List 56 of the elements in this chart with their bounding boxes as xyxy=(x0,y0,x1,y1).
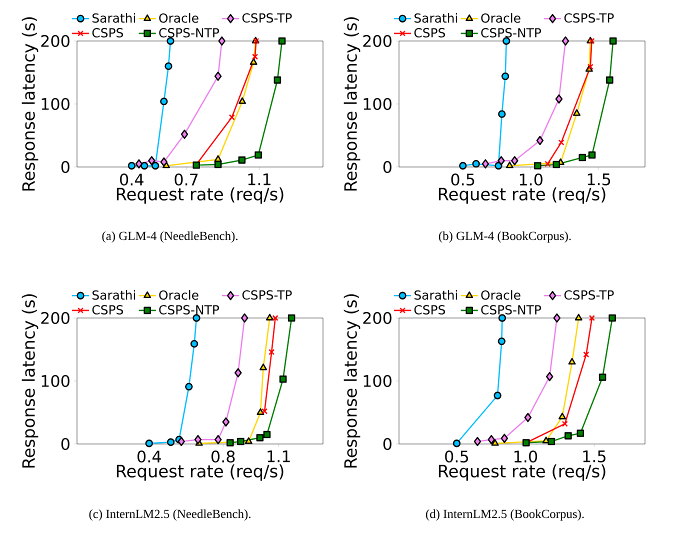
x-tick-label: 0.5 xyxy=(451,174,474,186)
x-tick-label: 0.4 xyxy=(138,450,161,463)
y-tick-label: 0 xyxy=(383,160,392,174)
x-tick-label: 1.0 xyxy=(520,174,542,186)
x-tick-label: 0.5 xyxy=(445,450,468,463)
y-axis-title: Response latency (s) xyxy=(344,17,360,191)
legend-label: Oracle xyxy=(481,290,520,300)
legend-label: CSPS-NTP xyxy=(159,305,219,314)
y-tick-label: 0 xyxy=(61,160,70,174)
y-axis-title: Response latency (s) xyxy=(22,294,38,468)
legend-label: Oracle xyxy=(159,290,198,300)
x-tick-label: 0.4 xyxy=(120,174,144,186)
legend-label: Sarathi xyxy=(92,13,136,23)
y-tick-label: 100 xyxy=(42,98,70,110)
legend-label: CSPS xyxy=(414,305,445,314)
x-tick-label: 1.5 xyxy=(583,450,606,462)
y-tick-label: 200 xyxy=(41,312,70,324)
legend-label: CSPS-TP xyxy=(564,290,614,300)
y-tick-label: 0 xyxy=(61,438,70,450)
legend-label: CSPS-NTP xyxy=(481,28,541,38)
x-axis-title: Request rate (req/s) xyxy=(116,464,284,481)
legend-label: CSPS-TP xyxy=(242,13,292,23)
y-tick-label: 100 xyxy=(364,98,392,110)
legend-label: CSPS-TP xyxy=(242,290,292,300)
legend-label: CSPS-TP xyxy=(564,13,614,23)
legend-label: CSPS xyxy=(414,28,445,38)
y-tick-label: 200 xyxy=(363,312,392,324)
legend-label: CSPS xyxy=(92,305,123,314)
x-axis-title: Request rate (req/s) xyxy=(438,464,606,481)
y-tick-label: 200 xyxy=(41,34,70,48)
x-tick-label: 0.8 xyxy=(211,450,235,463)
legend-label: Oracle xyxy=(159,13,198,23)
x-tick-label: 1.1 xyxy=(268,450,290,462)
y-tick-label: 100 xyxy=(42,374,70,388)
legend-label: Sarathi xyxy=(92,290,136,300)
legend-label: Sarathi xyxy=(414,290,458,300)
text: (a) GLM-4 (NeedleBench). xyxy=(102,231,238,243)
x-axis-title: Request rate (req/s) xyxy=(438,187,606,204)
text: (c) InternLM2.5 (NeedleBench). xyxy=(89,509,250,521)
x-tick-label: 1.0 xyxy=(514,450,538,463)
x-tick-label: 1.1 xyxy=(248,174,270,186)
text: (b) GLM-4 (BookCorpus). xyxy=(438,231,571,243)
x-tick-label: 0.7 xyxy=(174,174,198,186)
text: (d) InternLM2.5 (BookCorpus). xyxy=(426,509,584,521)
y-tick-label: 200 xyxy=(363,34,392,48)
y-tick-label: 0 xyxy=(383,438,392,450)
legend-label: Oracle xyxy=(481,13,520,23)
legend-label: CSPS-NTP xyxy=(481,305,541,314)
y-axis-title: Response latency (s) xyxy=(22,17,38,191)
x-axis-title: Request rate (req/s) xyxy=(116,187,284,204)
y-tick-label: 100 xyxy=(364,374,392,388)
x-tick-label: 1.5 xyxy=(588,174,610,186)
legend-label: Sarathi xyxy=(414,13,458,23)
legend-label: CSPS xyxy=(92,28,123,38)
y-axis-title: Response latency (s) xyxy=(344,294,360,468)
legend-label: CSPS-NTP xyxy=(159,28,219,38)
